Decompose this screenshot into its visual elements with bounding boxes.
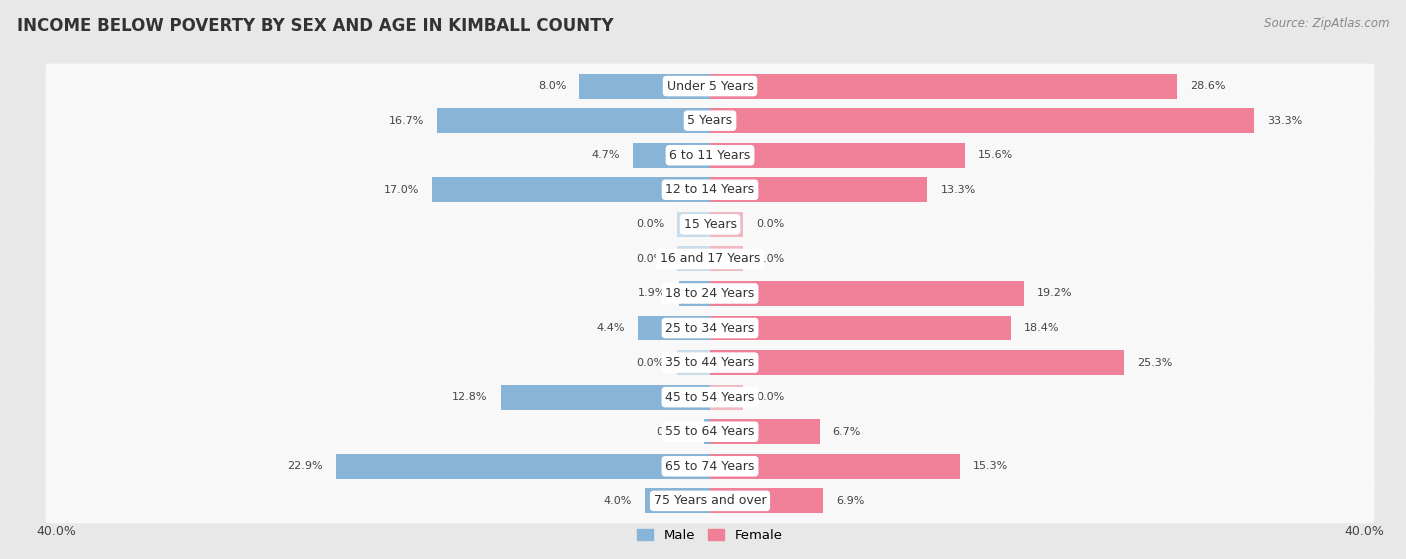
Text: 28.6%: 28.6%	[1191, 81, 1226, 91]
Text: 8.0%: 8.0%	[538, 81, 567, 91]
Text: 22.9%: 22.9%	[287, 461, 322, 471]
Text: 0.0%: 0.0%	[636, 358, 664, 368]
Bar	[432, 177, 710, 202]
FancyBboxPatch shape	[45, 479, 1375, 523]
Text: 0.0%: 0.0%	[756, 392, 785, 402]
Legend: Male, Female: Male, Female	[633, 524, 787, 547]
FancyBboxPatch shape	[45, 306, 1375, 350]
FancyBboxPatch shape	[45, 132, 1375, 178]
Bar	[710, 489, 823, 513]
Text: 6.7%: 6.7%	[832, 427, 860, 437]
Text: 4.7%: 4.7%	[592, 150, 620, 160]
Bar	[710, 281, 1024, 306]
Text: 12 to 14 Years: 12 to 14 Years	[665, 183, 755, 196]
Text: 25.3%: 25.3%	[1136, 358, 1173, 368]
Text: Source: ZipAtlas.com: Source: ZipAtlas.com	[1264, 17, 1389, 30]
FancyBboxPatch shape	[45, 340, 1375, 385]
Bar	[501, 385, 710, 410]
Bar	[710, 316, 1011, 340]
Text: 15.3%: 15.3%	[973, 461, 1008, 471]
Bar	[710, 74, 1177, 98]
Text: 0.0%: 0.0%	[636, 254, 664, 264]
Bar	[638, 316, 710, 340]
Text: 16 and 17 Years: 16 and 17 Years	[659, 253, 761, 266]
FancyBboxPatch shape	[45, 409, 1375, 454]
Text: 45 to 54 Years: 45 to 54 Years	[665, 391, 755, 404]
Bar	[710, 454, 960, 479]
FancyBboxPatch shape	[45, 202, 1375, 247]
Text: INCOME BELOW POVERTY BY SEX AND AGE IN KIMBALL COUNTY: INCOME BELOW POVERTY BY SEX AND AGE IN K…	[17, 17, 613, 35]
Text: 35 to 44 Years: 35 to 44 Years	[665, 356, 755, 369]
Bar	[579, 74, 710, 98]
Bar	[704, 419, 710, 444]
FancyBboxPatch shape	[45, 375, 1375, 420]
Text: 65 to 74 Years: 65 to 74 Years	[665, 460, 755, 473]
FancyBboxPatch shape	[45, 444, 1375, 489]
Bar	[710, 108, 1254, 133]
Bar	[710, 212, 742, 237]
Text: 4.0%: 4.0%	[603, 496, 631, 506]
Bar	[710, 385, 742, 410]
Bar	[644, 489, 710, 513]
Bar	[710, 247, 742, 271]
FancyBboxPatch shape	[45, 64, 1375, 108]
Bar	[678, 212, 710, 237]
Text: 17.0%: 17.0%	[384, 185, 419, 195]
FancyBboxPatch shape	[45, 98, 1375, 143]
Text: 0.0%: 0.0%	[636, 219, 664, 229]
Text: 4.4%: 4.4%	[596, 323, 626, 333]
Bar	[710, 177, 928, 202]
Text: 16.7%: 16.7%	[388, 116, 425, 126]
Text: 18.4%: 18.4%	[1024, 323, 1059, 333]
Bar	[678, 350, 710, 375]
Bar	[678, 247, 710, 271]
Text: 25 to 34 Years: 25 to 34 Years	[665, 321, 755, 334]
FancyBboxPatch shape	[45, 167, 1375, 212]
Text: 12.8%: 12.8%	[453, 392, 488, 402]
Text: 13.3%: 13.3%	[941, 185, 976, 195]
Text: 19.2%: 19.2%	[1038, 288, 1073, 299]
Text: 18 to 24 Years: 18 to 24 Years	[665, 287, 755, 300]
Text: 15 Years: 15 Years	[683, 218, 737, 231]
Bar	[679, 281, 710, 306]
Bar	[633, 143, 710, 168]
Text: Under 5 Years: Under 5 Years	[666, 79, 754, 93]
Bar	[710, 143, 965, 168]
FancyBboxPatch shape	[45, 271, 1375, 316]
Text: 1.9%: 1.9%	[637, 288, 666, 299]
Text: 75 Years and over: 75 Years and over	[654, 494, 766, 508]
Text: 33.3%: 33.3%	[1267, 116, 1302, 126]
Bar	[336, 454, 710, 479]
Bar	[710, 350, 1123, 375]
Text: 6 to 11 Years: 6 to 11 Years	[669, 149, 751, 162]
Bar	[710, 419, 820, 444]
Text: 0.0%: 0.0%	[756, 254, 785, 264]
Text: 0.0%: 0.0%	[756, 219, 785, 229]
Text: 0.36%: 0.36%	[655, 427, 692, 437]
Text: 15.6%: 15.6%	[979, 150, 1014, 160]
FancyBboxPatch shape	[45, 236, 1375, 281]
Bar	[437, 108, 710, 133]
Text: 6.9%: 6.9%	[837, 496, 865, 506]
Text: 55 to 64 Years: 55 to 64 Years	[665, 425, 755, 438]
Text: 5 Years: 5 Years	[688, 114, 733, 127]
